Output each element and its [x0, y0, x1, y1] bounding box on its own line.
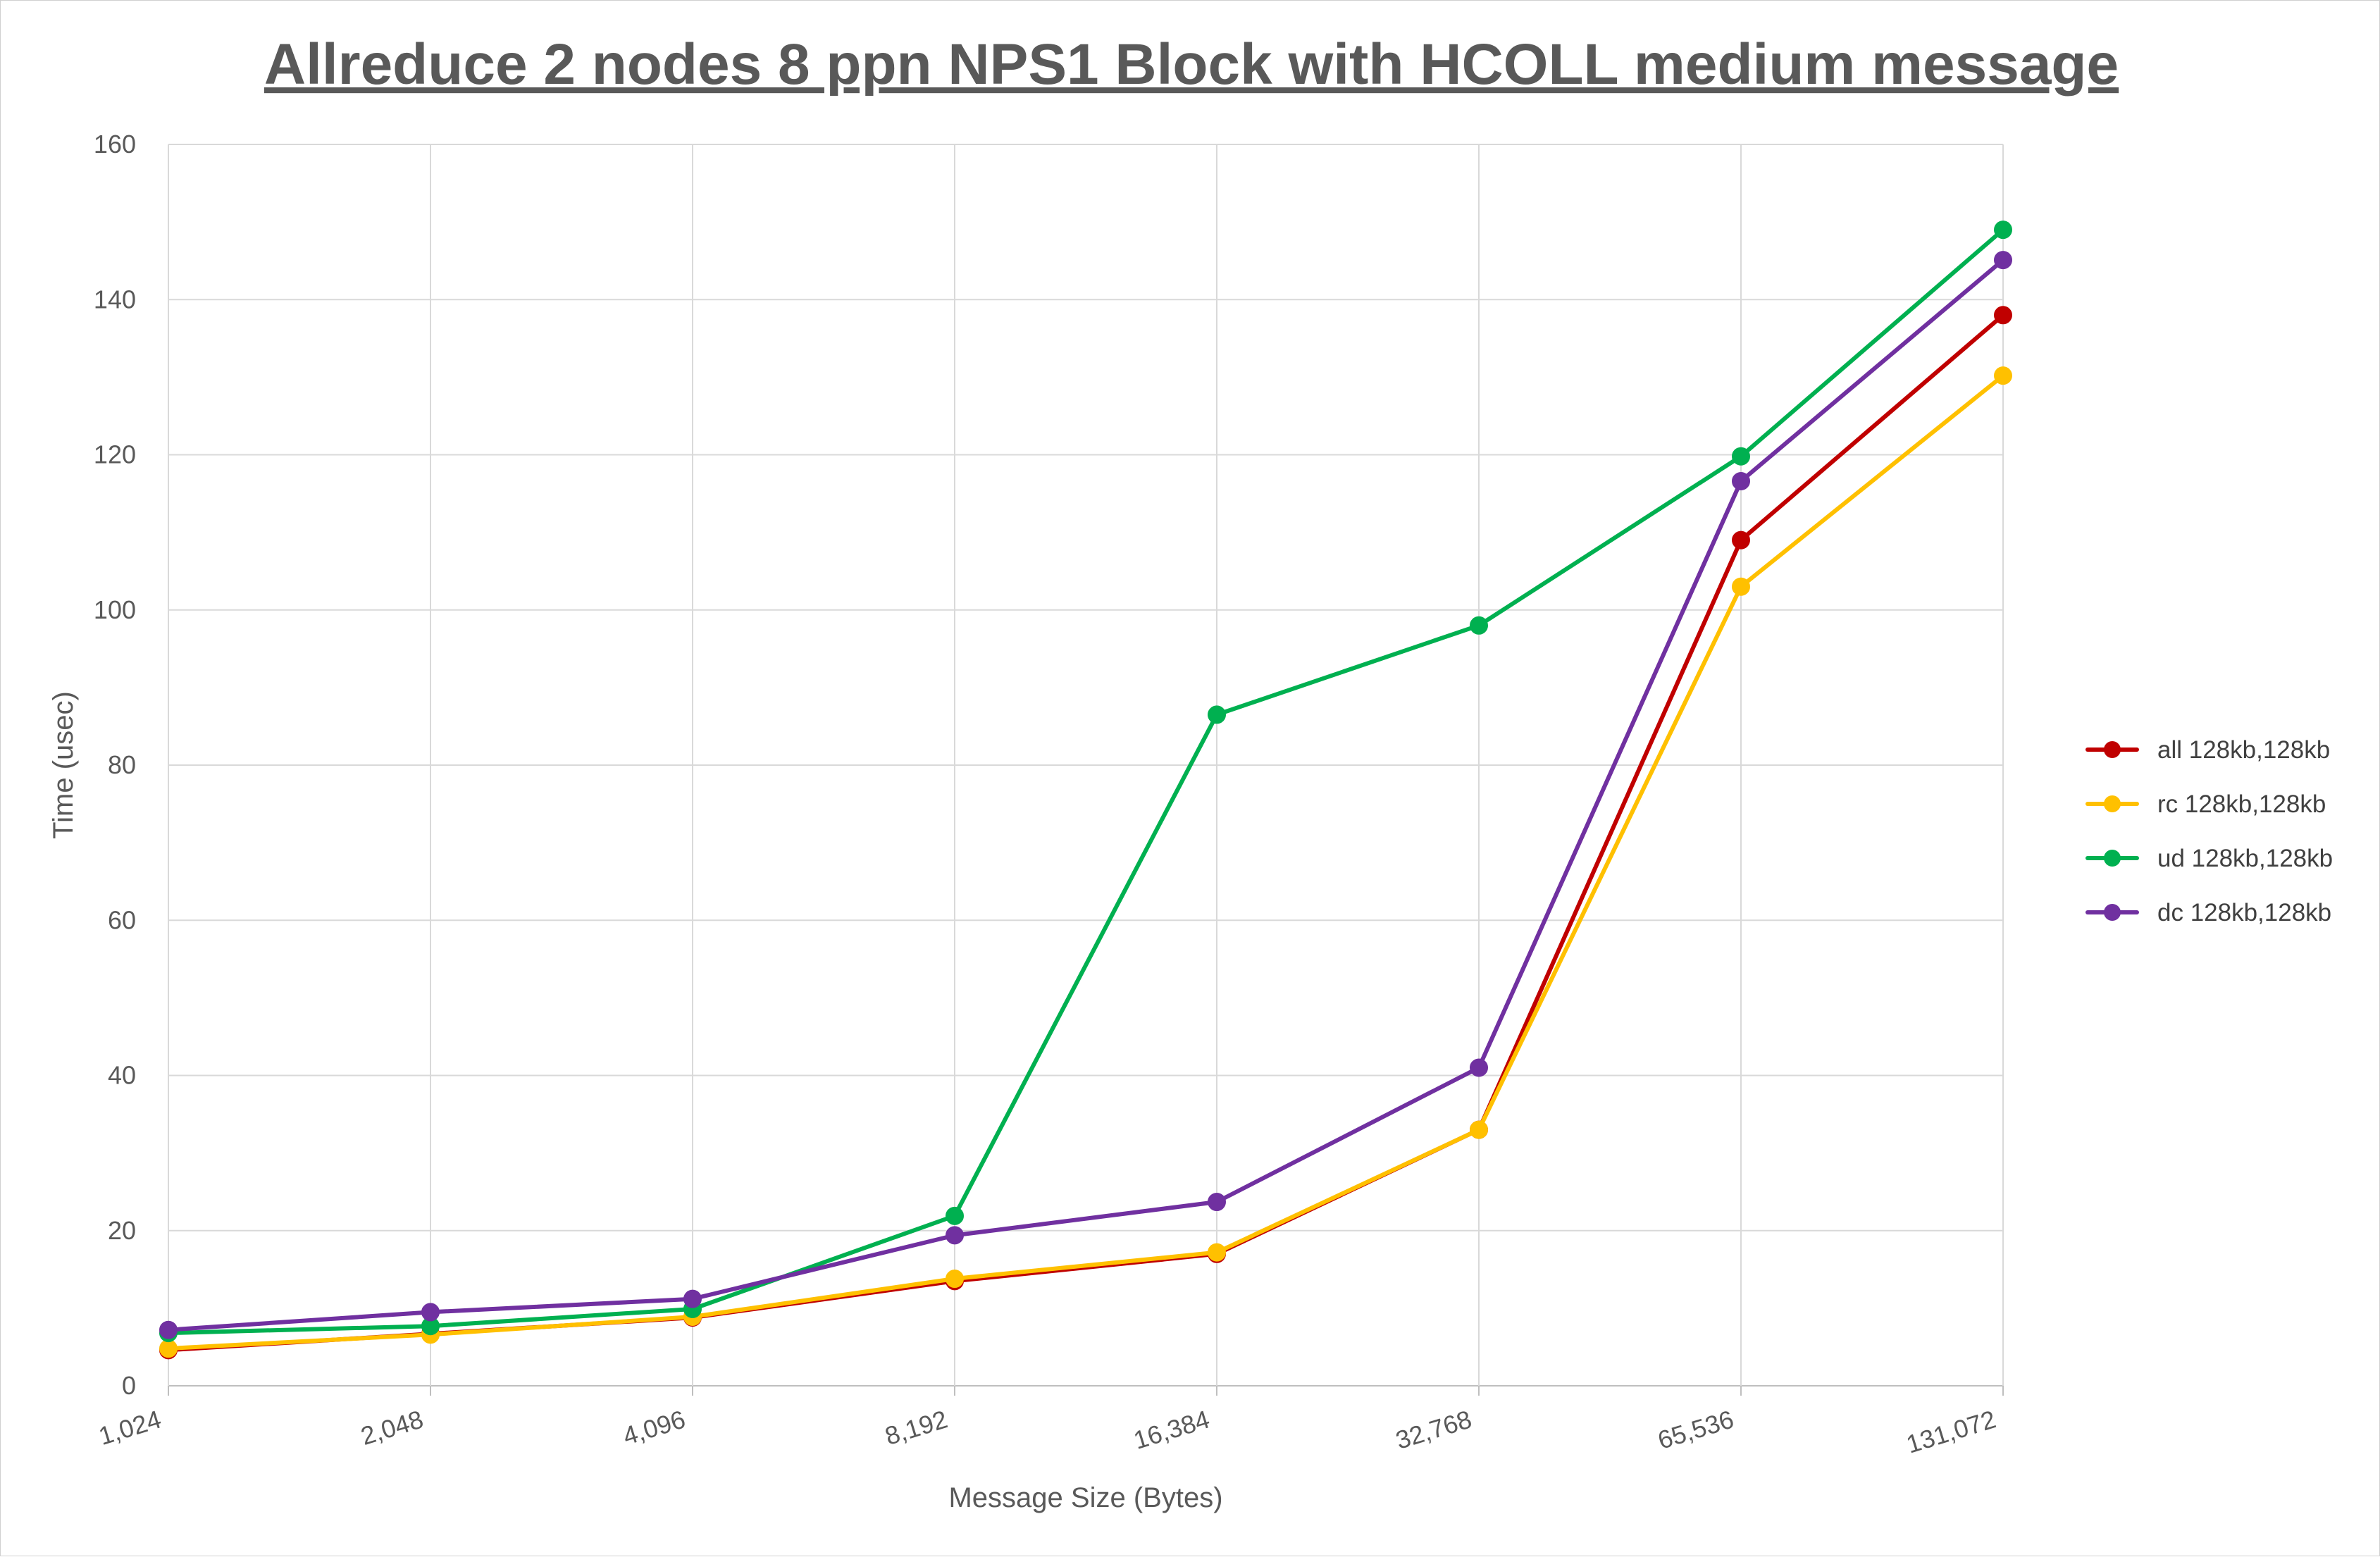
data-point [1994, 306, 2012, 325]
data-point [1732, 471, 1750, 490]
y-tick-label: 0 [122, 1371, 136, 1400]
series-line [166, 228, 2005, 1336]
data-point [1994, 251, 2012, 270]
data-point [1732, 577, 1750, 596]
chart-title: Allreduce 2 nodes 8 ppn NPS1 Block with … [264, 32, 2119, 97]
series-line [166, 258, 2005, 1332]
data-point [946, 1270, 964, 1289]
x-tick-label: 8,192 [881, 1404, 950, 1451]
y-tick-label: 20 [108, 1216, 136, 1245]
data-point [683, 1289, 702, 1308]
series-line [166, 373, 2005, 1351]
y-tick-label: 100 [94, 595, 136, 624]
x-tick-label: 1,024 [95, 1404, 164, 1451]
axes: 0 20 40 60 80 100 120 140 160 1,024 2,048 4,096 8,19… [94, 130, 1999, 1459]
data-point [1470, 616, 1488, 635]
legend-label: all 128kb,128kb [2157, 736, 2330, 764]
y-tick-label: 40 [108, 1061, 136, 1090]
data-point [946, 1206, 964, 1225]
legend-label: ud 128kb,128kb [2157, 845, 2333, 872]
y-tick-label: 140 [94, 285, 136, 314]
x-tick-label: 2,048 [357, 1404, 426, 1451]
data-point [946, 1226, 964, 1245]
x-axis-title: Message Size (Bytes) [948, 1482, 1222, 1513]
y-axis-title: Time (usec) [48, 691, 79, 839]
legend: all 128kb,128kb rc 128kb,128kb ud 128kb,12… [2085, 736, 2333, 926]
legend-swatch-marker [2104, 850, 2121, 867]
x-tick-label: 16,384 [1130, 1404, 1213, 1454]
series-line [166, 313, 2005, 1353]
data-point [1732, 531, 1750, 550]
data-point [1470, 1120, 1488, 1139]
x-tick-label: 131,072 [1903, 1404, 1999, 1458]
data-point [1732, 447, 1750, 466]
y-tick-label: 160 [94, 130, 136, 159]
legend-swatch-marker [2104, 795, 2121, 812]
legend-label: dc 128kb,128kb [2157, 899, 2331, 926]
legend-swatch-marker [2104, 904, 2121, 921]
x-tick-label: 32,768 [1392, 1404, 1475, 1454]
data-point [159, 1339, 178, 1358]
y-tick-label: 60 [108, 905, 136, 934]
gridlines [168, 144, 2004, 1396]
data-point [1208, 1243, 1226, 1262]
data-point [1994, 221, 2012, 240]
data-point [1208, 705, 1226, 724]
data-point [1470, 1058, 1488, 1077]
series-group [159, 221, 2012, 1360]
x-tick-label: 4,096 [619, 1404, 688, 1451]
data-point [421, 1303, 440, 1322]
y-tick-label: 80 [108, 750, 136, 779]
legend-swatch-marker [2104, 741, 2121, 758]
y-tick-label: 120 [94, 440, 136, 469]
data-point [159, 1320, 178, 1339]
data-point [1994, 366, 2012, 385]
legend-label: rc 128kb,128kb [2157, 790, 2326, 818]
data-point [1208, 1193, 1226, 1212]
x-tick-label: 65,536 [1654, 1404, 1737, 1454]
